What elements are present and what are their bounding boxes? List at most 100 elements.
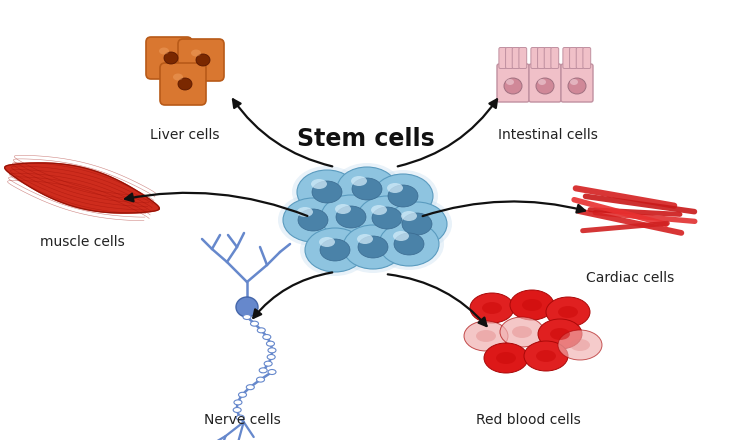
Polygon shape [4,163,159,213]
Text: Liver cells: Liver cells [150,128,220,142]
Ellipse shape [311,179,327,189]
Ellipse shape [512,326,532,338]
Ellipse shape [500,317,544,347]
Ellipse shape [464,321,508,351]
Ellipse shape [568,78,586,94]
Ellipse shape [332,163,402,215]
Ellipse shape [267,355,275,359]
Ellipse shape [178,78,192,90]
Ellipse shape [358,236,388,258]
Ellipse shape [570,79,578,85]
FancyBboxPatch shape [499,48,507,69]
Ellipse shape [352,192,422,244]
Ellipse shape [297,170,357,214]
Text: Nerve cells: Nerve cells [204,413,280,427]
FancyBboxPatch shape [146,37,192,79]
Ellipse shape [305,228,365,272]
Ellipse shape [538,319,582,349]
FancyBboxPatch shape [519,48,527,69]
FancyBboxPatch shape [583,48,591,69]
Ellipse shape [482,302,502,314]
Ellipse shape [401,211,417,221]
Ellipse shape [374,218,444,270]
Ellipse shape [570,339,590,351]
Ellipse shape [476,330,496,342]
Ellipse shape [351,176,367,186]
Ellipse shape [524,341,568,371]
Ellipse shape [504,78,522,94]
Ellipse shape [558,306,578,318]
Ellipse shape [387,202,447,246]
FancyBboxPatch shape [576,48,584,69]
Text: Red blood cells: Red blood cells [476,413,580,427]
FancyBboxPatch shape [537,48,545,69]
Ellipse shape [510,290,554,320]
Ellipse shape [496,352,516,364]
Ellipse shape [387,183,403,193]
Ellipse shape [352,178,382,200]
FancyBboxPatch shape [160,63,206,105]
Ellipse shape [506,79,514,85]
Ellipse shape [297,207,313,217]
Ellipse shape [159,48,169,55]
Text: Stem cells: Stem cells [297,127,435,150]
Ellipse shape [536,350,556,362]
FancyBboxPatch shape [563,48,571,69]
Ellipse shape [379,222,439,266]
FancyBboxPatch shape [551,48,559,69]
Ellipse shape [312,181,342,203]
Ellipse shape [236,415,244,420]
FancyBboxPatch shape [512,48,520,69]
Ellipse shape [251,321,258,326]
FancyBboxPatch shape [505,48,514,69]
Ellipse shape [236,297,258,317]
Ellipse shape [266,341,275,346]
FancyBboxPatch shape [529,64,561,102]
Ellipse shape [243,315,251,319]
FancyBboxPatch shape [497,64,529,102]
Ellipse shape [263,334,271,340]
Text: muscle cells: muscle cells [40,235,124,249]
Ellipse shape [246,385,255,390]
FancyBboxPatch shape [570,48,577,69]
Ellipse shape [298,209,328,231]
Ellipse shape [257,377,264,382]
Ellipse shape [321,195,381,239]
Ellipse shape [264,361,272,366]
Ellipse shape [402,213,432,235]
Ellipse shape [470,293,514,323]
Ellipse shape [173,73,183,81]
FancyBboxPatch shape [544,48,552,69]
Ellipse shape [320,239,350,261]
Ellipse shape [292,166,362,218]
Ellipse shape [373,174,433,218]
Ellipse shape [316,191,386,243]
Ellipse shape [238,392,246,397]
Ellipse shape [191,49,201,56]
Ellipse shape [343,225,403,269]
Ellipse shape [196,54,210,66]
Ellipse shape [338,221,408,273]
Text: Intestinal cells: Intestinal cells [498,128,598,142]
FancyBboxPatch shape [561,64,593,102]
Ellipse shape [558,330,602,360]
Ellipse shape [372,207,402,229]
Ellipse shape [268,370,276,374]
Ellipse shape [484,343,528,373]
Ellipse shape [234,400,242,405]
Ellipse shape [268,348,276,353]
Text: Cardiac cells: Cardiac cells [586,271,674,285]
Ellipse shape [335,204,351,214]
Ellipse shape [319,237,335,247]
Ellipse shape [368,170,438,222]
Ellipse shape [164,52,178,64]
Ellipse shape [337,167,397,211]
Ellipse shape [259,368,267,373]
Ellipse shape [550,328,570,340]
FancyBboxPatch shape [178,39,224,81]
Ellipse shape [357,196,417,240]
Ellipse shape [546,297,590,327]
Ellipse shape [278,194,348,246]
Ellipse shape [336,206,366,228]
Ellipse shape [393,231,409,241]
